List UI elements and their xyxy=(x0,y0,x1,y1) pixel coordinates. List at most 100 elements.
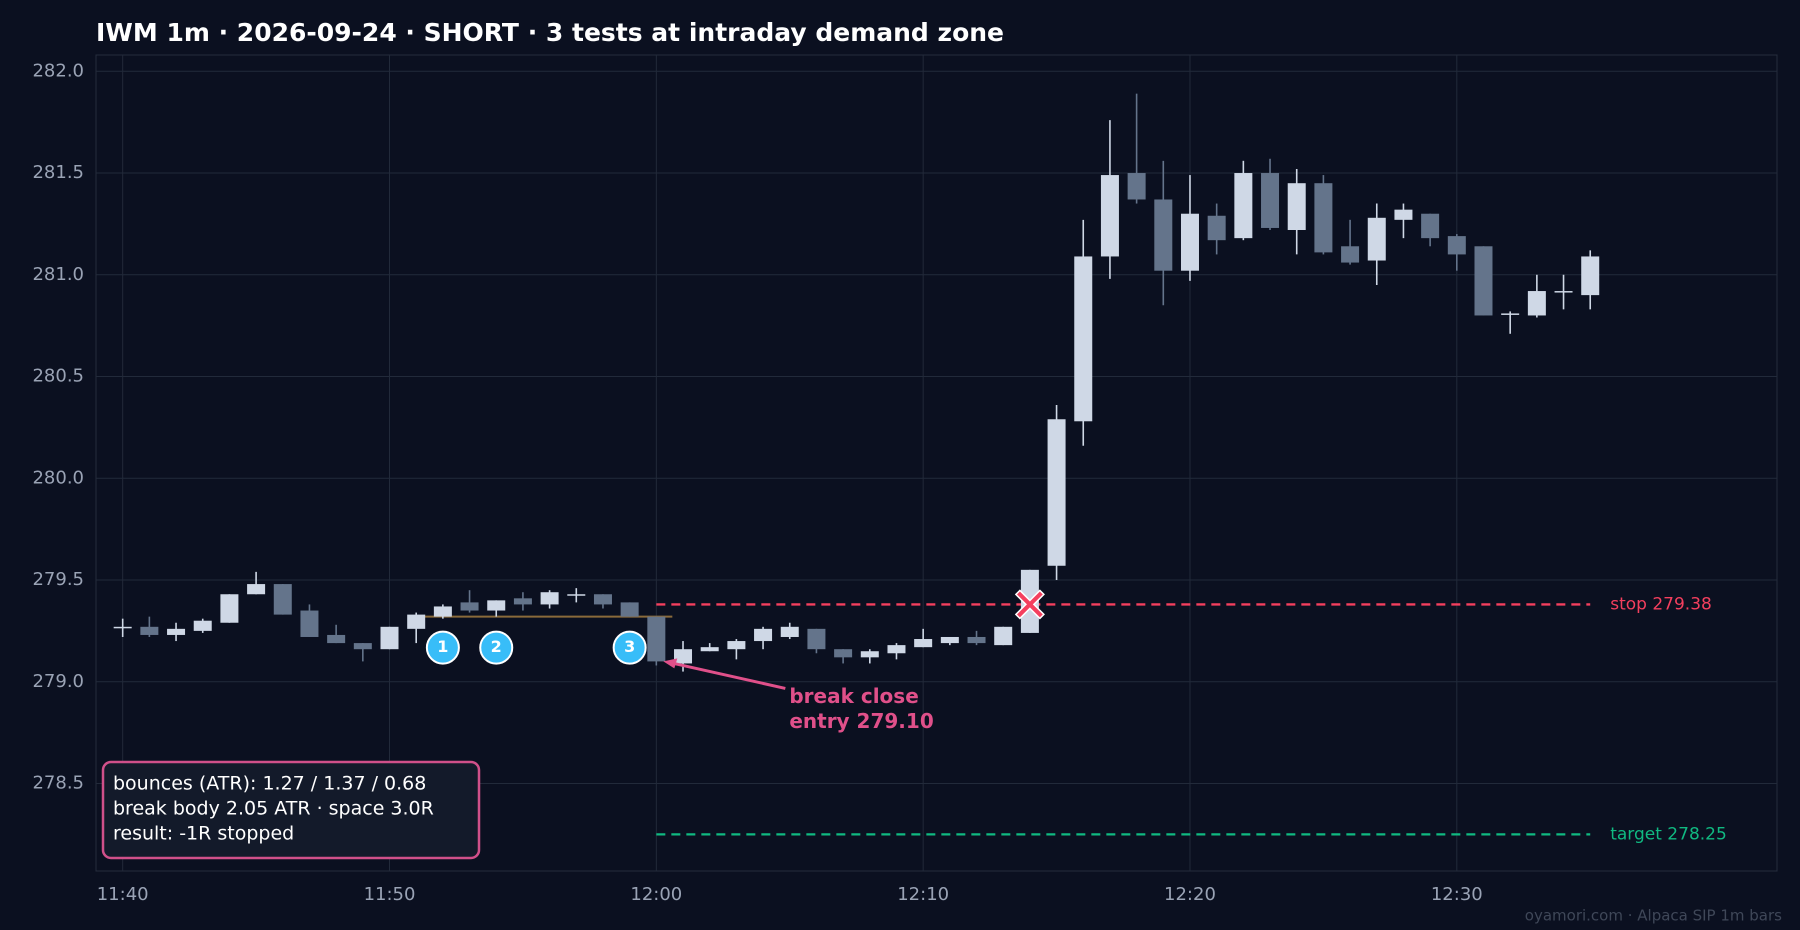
candle xyxy=(113,618,132,637)
x-tick-label: 12:30 xyxy=(1431,884,1483,905)
candle-body xyxy=(727,641,746,650)
candle xyxy=(487,600,506,617)
candle xyxy=(620,602,639,617)
candle-body xyxy=(247,584,266,595)
x-tick-label: 12:10 xyxy=(897,884,949,905)
candle-body xyxy=(780,626,799,637)
candle xyxy=(1554,274,1573,310)
candle-body xyxy=(620,602,639,617)
footer: oyamori.com · Alpaca SIP 1m bars xyxy=(1525,907,1782,925)
x-tick-label: 11:50 xyxy=(364,884,416,905)
candle-body xyxy=(380,626,399,650)
candle xyxy=(647,616,666,666)
y-tick-label: 280.5 xyxy=(32,366,84,387)
candle xyxy=(407,612,426,644)
test-marker xyxy=(479,630,514,665)
candle xyxy=(1341,219,1360,265)
candle-body xyxy=(940,636,959,644)
candle xyxy=(780,622,799,640)
plot-area xyxy=(95,54,1778,872)
candle xyxy=(940,636,959,646)
x-tick-label: 12:00 xyxy=(630,884,682,905)
candle-body xyxy=(1341,246,1360,263)
candle xyxy=(540,590,559,609)
candle xyxy=(967,630,986,646)
candle-body xyxy=(1367,217,1386,261)
test-label: 2 xyxy=(491,637,502,656)
y-tick-label: 282.0 xyxy=(32,60,84,81)
candle xyxy=(567,588,586,603)
y-tick-label: 279.5 xyxy=(32,569,84,590)
candle xyxy=(1367,203,1386,285)
candle xyxy=(247,571,266,595)
candle-body xyxy=(593,594,612,605)
candle-body xyxy=(914,639,933,648)
entry-arrow xyxy=(669,660,786,690)
candle-body xyxy=(407,614,426,629)
candle xyxy=(380,626,399,650)
candle-body xyxy=(167,628,186,635)
candle-body xyxy=(193,620,212,631)
candle-body xyxy=(1100,175,1119,257)
candle xyxy=(1207,203,1226,255)
info-line: bounces (ATR): 1.27 / 1.37 / 0.68 xyxy=(113,773,426,795)
candle xyxy=(1474,246,1493,316)
level-label: stop 279.38 xyxy=(1610,594,1712,614)
candle xyxy=(1314,175,1333,255)
y-tick-label: 279.0 xyxy=(32,671,84,692)
candle-body xyxy=(300,610,319,637)
candle-body xyxy=(1501,313,1520,315)
candle-body xyxy=(647,616,666,662)
candle-body xyxy=(834,649,853,658)
candle-body xyxy=(807,628,826,650)
y-tick-label: 281.0 xyxy=(32,264,84,285)
candle-body xyxy=(700,647,719,652)
candle-body xyxy=(887,645,906,654)
candle xyxy=(1234,160,1253,241)
test-label: 3 xyxy=(624,637,635,656)
candle-body xyxy=(353,643,372,650)
candle-body xyxy=(967,636,986,644)
candle-body xyxy=(273,584,292,615)
candle-body xyxy=(1394,209,1413,220)
test-marker xyxy=(425,630,460,665)
candle xyxy=(1127,93,1146,204)
candle-body xyxy=(1074,256,1093,422)
candle xyxy=(353,643,372,662)
candle xyxy=(300,604,319,637)
candle-body xyxy=(567,594,586,596)
candle-body xyxy=(860,651,879,658)
candle xyxy=(1047,405,1066,581)
candle-body xyxy=(327,634,346,644)
candle-body xyxy=(1261,173,1280,228)
candle-body xyxy=(1554,291,1573,293)
candle xyxy=(754,626,773,650)
test-label: 1 xyxy=(437,637,448,656)
candle xyxy=(167,622,186,642)
candle-body xyxy=(1180,213,1199,271)
candle xyxy=(860,649,879,664)
candle xyxy=(1180,175,1199,281)
candle-body xyxy=(1207,215,1226,241)
candle xyxy=(1287,168,1306,255)
candle xyxy=(1421,213,1440,247)
info-line: break body 2.05 ATR · space 3.0R xyxy=(113,798,434,820)
candle xyxy=(1394,203,1413,239)
candle-body xyxy=(1421,213,1440,239)
entry-label: entry 279.10 xyxy=(789,709,933,733)
candle xyxy=(433,604,452,619)
candle-body xyxy=(1527,291,1546,316)
candle xyxy=(593,594,612,609)
candle xyxy=(727,639,746,660)
candle-body xyxy=(1047,419,1066,566)
candle xyxy=(273,584,292,615)
candle xyxy=(220,594,239,623)
y-tick-label: 280.0 xyxy=(32,467,84,488)
candle xyxy=(1447,234,1466,271)
level-label: target 278.25 xyxy=(1610,824,1727,844)
test-marker xyxy=(612,630,647,665)
candle xyxy=(327,624,346,644)
candle-body xyxy=(1581,256,1600,296)
candle-body xyxy=(540,592,559,605)
candle-body xyxy=(433,606,452,617)
